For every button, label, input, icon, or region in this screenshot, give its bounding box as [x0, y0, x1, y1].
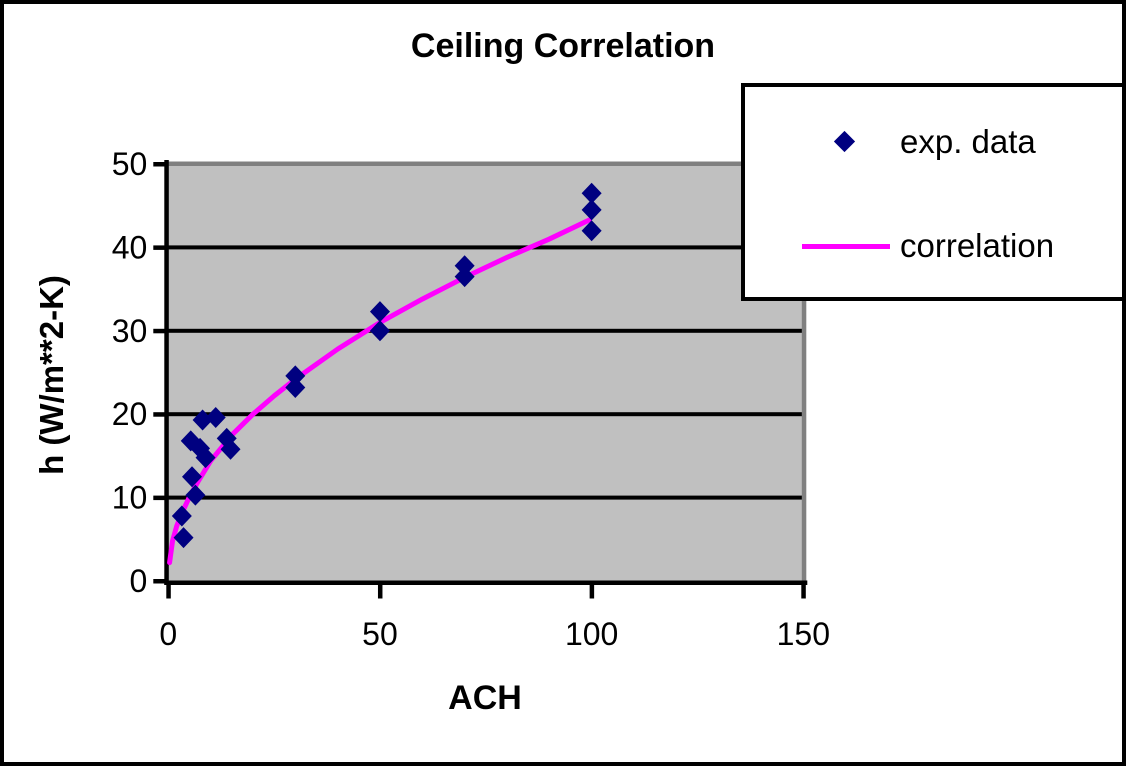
x-tick-label: 50 [362, 616, 398, 652]
data-point-diamond [205, 407, 226, 429]
plot-border-right [801, 161, 807, 581]
legend-label-exp-data: exp. data [900, 123, 1036, 160]
data-point-diamond [220, 438, 241, 460]
plot-area [168, 164, 804, 581]
legend-item-correlation: correlation [745, 229, 1122, 263]
legend: exp. data correlation [741, 83, 1126, 301]
legend-label-correlation: correlation [900, 227, 1055, 264]
y-tick-label: 40 [112, 229, 148, 265]
x-tick [589, 580, 595, 599]
data-point-diamond [173, 527, 194, 549]
data-point-diamond [581, 182, 602, 204]
data-point-diamond [581, 220, 602, 242]
y-tick [153, 579, 169, 584]
x-tick-label: 150 [777, 616, 830, 652]
y-tick [153, 412, 169, 417]
y-tick [153, 328, 169, 334]
y-axis-title: h (W/m**2-K) [33, 275, 70, 475]
data-point-diamond [454, 266, 475, 288]
y-tick [153, 245, 169, 250]
x-tick-label: 0 [159, 616, 177, 652]
data-point-diamond [454, 255, 475, 277]
gridline [168, 245, 804, 250]
data-point-diamond [581, 199, 602, 221]
y-tick [153, 162, 169, 167]
y-tick-label: 30 [112, 313, 148, 349]
data-point-diamond [369, 320, 390, 342]
y-tick-label: 50 [112, 146, 148, 182]
y-tick [153, 495, 169, 501]
x-tick [166, 580, 171, 599]
data-point-diamond [369, 301, 390, 323]
gridline [168, 412, 804, 417]
y-tick-label: 20 [112, 396, 148, 432]
data-point-diamond [171, 505, 192, 527]
line-sample-icon [802, 244, 890, 249]
x-axis [164, 580, 808, 585]
chart-title: Ceiling Correlation [410, 27, 716, 65]
gridline [168, 328, 804, 333]
y-axis [164, 160, 169, 585]
data-point-diamond [192, 409, 213, 431]
diamond-marker-icon [833, 130, 856, 153]
data-point-diamond [185, 484, 206, 506]
data-point-diamond [195, 447, 216, 469]
legend-item-exp-data: exp. data [745, 125, 1122, 159]
x-tick [377, 580, 383, 599]
y-tick-label: 0 [130, 563, 148, 599]
data-point-diamond [285, 365, 306, 387]
data-point-diamond [285, 377, 306, 399]
x-tick-label: 100 [565, 616, 618, 652]
x-axis-title: ACH [448, 679, 522, 717]
plot-border-top [166, 161, 806, 166]
x-tick [801, 580, 806, 599]
gridline [168, 495, 804, 500]
y-tick-label: 10 [112, 480, 148, 516]
data-point-diamond [182, 466, 203, 488]
